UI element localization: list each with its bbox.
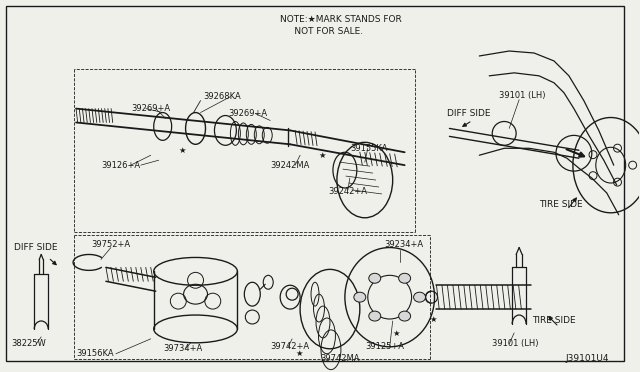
Text: 39742+A: 39742+A xyxy=(270,342,309,351)
Text: 39101 (LH): 39101 (LH) xyxy=(492,339,539,348)
Text: ★: ★ xyxy=(295,349,303,358)
Text: NOTE:★MARK STANDS FOR: NOTE:★MARK STANDS FOR xyxy=(280,15,402,24)
Text: ★: ★ xyxy=(429,314,437,324)
Text: 39156KA: 39156KA xyxy=(76,349,114,358)
Text: NOT FOR SALE.: NOT FOR SALE. xyxy=(280,27,364,36)
Text: TIRE SIDE: TIRE SIDE xyxy=(539,201,582,209)
Text: 39734+A: 39734+A xyxy=(164,344,203,353)
Text: 39269+A: 39269+A xyxy=(228,109,268,118)
Text: 39742MA: 39742MA xyxy=(320,354,360,363)
Text: ★: ★ xyxy=(318,151,326,160)
Text: 38225W: 38225W xyxy=(12,339,46,348)
Ellipse shape xyxy=(399,273,411,283)
Text: 39242+A: 39242+A xyxy=(328,187,367,196)
Text: ★: ★ xyxy=(179,146,186,155)
Text: 39269+A: 39269+A xyxy=(131,104,170,113)
Ellipse shape xyxy=(369,311,381,321)
Ellipse shape xyxy=(354,292,366,302)
Text: 39125+A: 39125+A xyxy=(365,342,404,351)
Text: 39242MA: 39242MA xyxy=(270,161,310,170)
Text: 39268KA: 39268KA xyxy=(204,92,241,101)
Text: 39155KA: 39155KA xyxy=(350,144,387,153)
Text: 39101 (LH): 39101 (LH) xyxy=(499,91,546,100)
Text: 39234+A: 39234+A xyxy=(385,240,424,249)
Text: DIFF SIDE: DIFF SIDE xyxy=(14,243,58,252)
Ellipse shape xyxy=(369,273,381,283)
Text: DIFF SIDE: DIFF SIDE xyxy=(447,109,491,118)
Text: TIRE SIDE: TIRE SIDE xyxy=(532,317,576,326)
Ellipse shape xyxy=(399,311,411,321)
Text: 39126+A: 39126+A xyxy=(101,161,140,170)
Text: 39752+A: 39752+A xyxy=(91,240,130,249)
Text: J39101U4: J39101U4 xyxy=(566,354,609,363)
Ellipse shape xyxy=(413,292,426,302)
Text: ★: ★ xyxy=(393,329,400,339)
